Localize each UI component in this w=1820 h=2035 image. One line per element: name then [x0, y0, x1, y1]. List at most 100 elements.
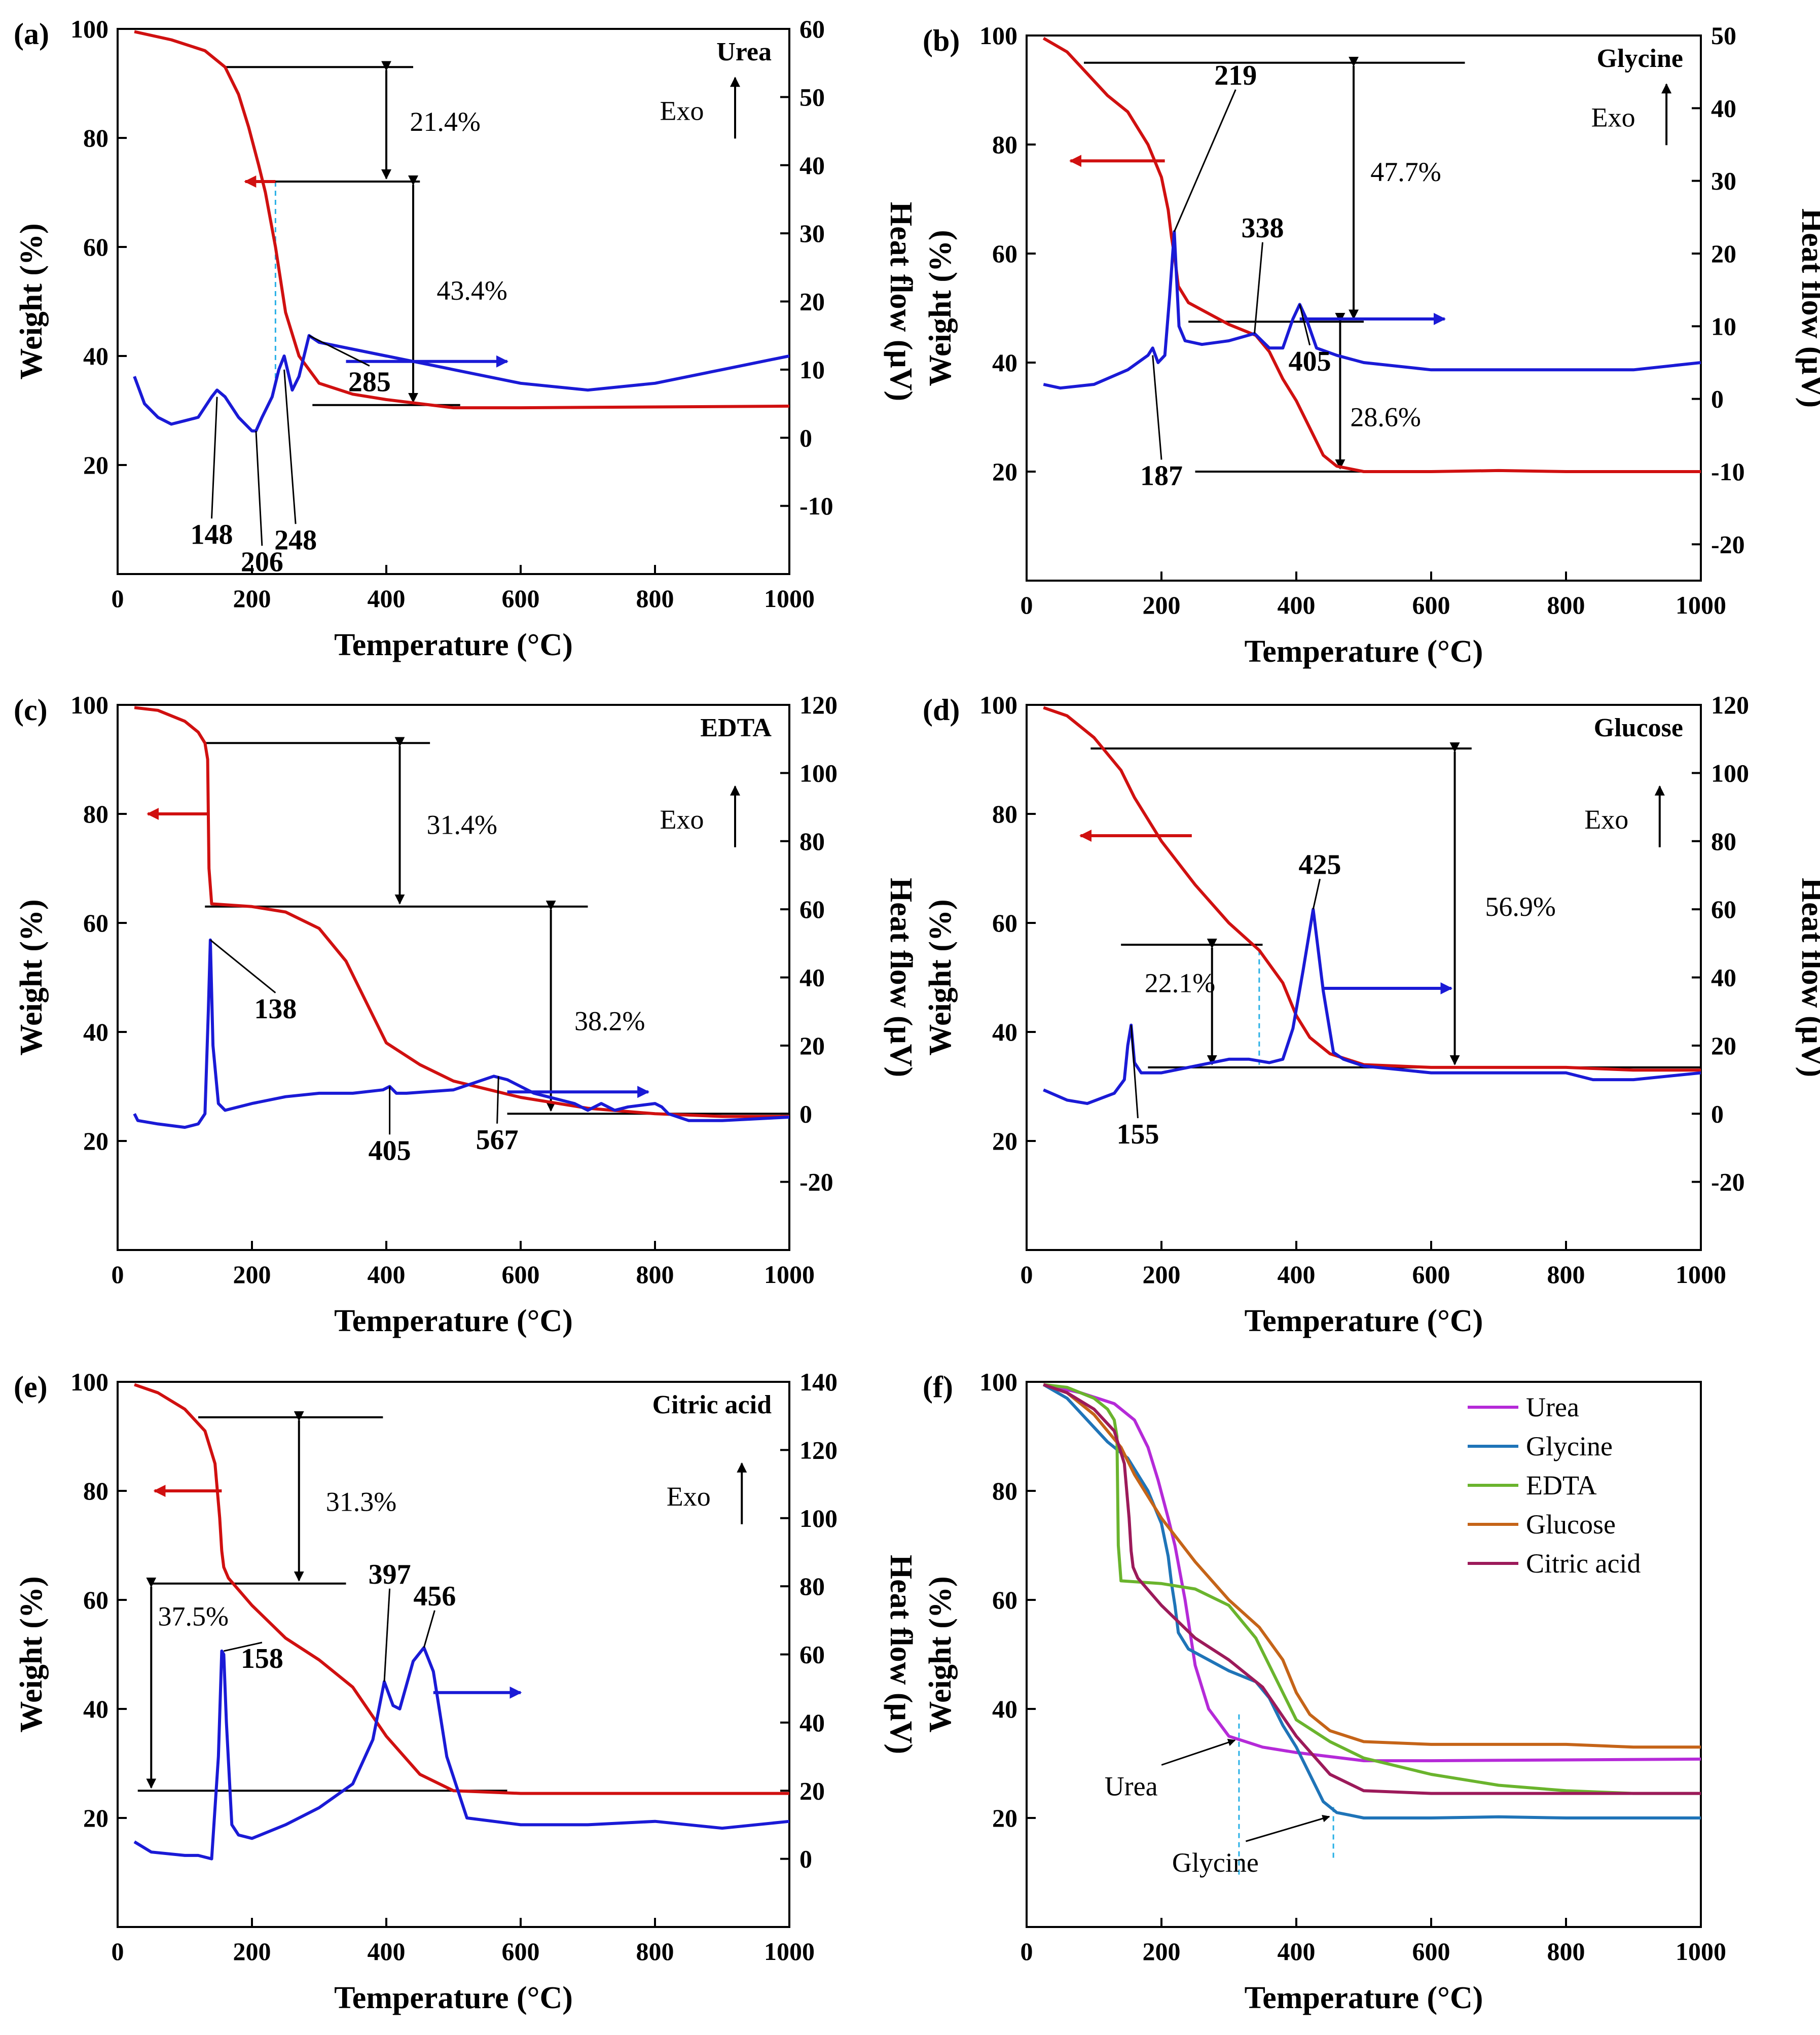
y2-tick-label: 100: [1711, 759, 1749, 787]
y2-tick-label: 60: [799, 15, 825, 43]
y-tick-label: 80: [83, 124, 108, 152]
tg-curve: [134, 30, 790, 410]
peak-label: 158: [241, 1643, 283, 1674]
y2-tick-label: 0: [1711, 385, 1724, 413]
x-tick-label: 400: [368, 584, 406, 613]
y2-tick-label: 80: [799, 1572, 825, 1600]
step-label: 38.2%: [574, 1006, 645, 1037]
x-tick-label: 800: [1547, 1937, 1585, 1966]
peak-leader: [383, 1588, 391, 1682]
y2-tick-label: 10: [1711, 312, 1736, 340]
step-label: 21.4%: [410, 106, 480, 137]
y2-tick-label: 20: [799, 288, 825, 316]
y2-tick-label: 120: [1711, 691, 1749, 719]
x-tick-label: 600: [1412, 1260, 1450, 1289]
annotation-label: Glycine: [1172, 1847, 1259, 1878]
peak-leader: [1254, 242, 1263, 334]
y-tick-label: 100: [70, 15, 108, 43]
y2-tick-label: 140: [799, 1368, 838, 1396]
peak-leader: [308, 335, 370, 367]
y-tick-label: 80: [83, 800, 108, 828]
y2-tick-label: 80: [1711, 827, 1736, 855]
x-axis-title: Temperature (°C): [1245, 1981, 1483, 2015]
x-tick-label: 1000: [1676, 1260, 1726, 1289]
x-tick-label: 400: [368, 1937, 406, 1966]
x-tick-label: 1000: [1676, 591, 1726, 619]
panel-c: 0 200 400 600 800 1000 20 40 60 80 100 -20 0 20 40 60 80…: [14, 691, 918, 1338]
panel-a: 0 200 400 600 800 1000 20 40 60 80 100 -10 0 10 20 30 40…: [14, 15, 918, 662]
y2-tick-label: -20: [799, 1168, 833, 1196]
y-tick-label: 20: [83, 1127, 108, 1155]
peak-label: 138: [254, 993, 297, 1025]
sample-name: Urea: [716, 38, 772, 66]
series-line-urea: [1043, 1383, 1701, 1763]
x-axis-title: Temperature (°C): [334, 628, 573, 662]
peak-leader: [255, 431, 263, 546]
peak-leader: [209, 939, 276, 993]
x-tick-label: 400: [368, 1260, 406, 1289]
exo-label: Exo: [1584, 804, 1628, 835]
y2-axis-title: Heat flow (μV): [884, 1555, 918, 1754]
y2-tick-label: -20: [1711, 530, 1745, 558]
annotation-arrow: [1245, 1814, 1330, 1842]
x-tick-label: 600: [1412, 591, 1450, 619]
x-tick-label: 0: [112, 1937, 124, 1966]
y-tick-label: 40: [992, 1018, 1017, 1046]
y-tick-label: 60: [83, 1586, 108, 1614]
step-label: 31.3%: [326, 1487, 396, 1517]
x-tick-label: 600: [502, 1937, 540, 1966]
y-axis-title: Weight (%): [14, 223, 49, 379]
annotation-label: Urea: [1105, 1771, 1158, 1802]
x-tick-label: 600: [1412, 1937, 1450, 1966]
y2-tick-label: 0: [799, 1099, 812, 1128]
series-line-glucose: [1043, 1383, 1701, 1749]
x-tick-label: 200: [233, 1937, 271, 1966]
peak-leader: [1152, 355, 1162, 460]
peak-leader: [1312, 878, 1321, 910]
peak-leader: [283, 369, 297, 524]
x-tick-label: 0: [112, 1260, 124, 1289]
sample-name: Citric acid: [652, 1390, 772, 1419]
y2-tick-label: 40: [799, 1708, 825, 1737]
peak-label: 456: [413, 1581, 456, 1612]
tg-curve: [134, 706, 789, 1118]
peak-label: 219: [1214, 60, 1257, 91]
x-tick-label: 200: [1143, 1937, 1181, 1966]
x-axis-title: Temperature (°C): [1245, 1304, 1483, 1338]
y2-tick-label: 60: [799, 895, 825, 923]
plot-frame: [1026, 34, 1702, 582]
step-label: 37.5%: [158, 1601, 229, 1631]
x-tick-label: 800: [1547, 1260, 1585, 1289]
dta-curve: [133, 938, 790, 1129]
y-tick-label: 20: [83, 1804, 108, 1832]
y2-tick-label: -10: [799, 492, 833, 520]
y2-tick-label: 120: [799, 691, 838, 719]
y2-tick-label: 60: [799, 1640, 825, 1669]
y2-tick-label: 50: [1711, 21, 1736, 50]
y-tick-label: 20: [83, 451, 108, 479]
legend-label: Urea: [1526, 1392, 1579, 1422]
tg-curve: [1043, 706, 1701, 1072]
dta-curve: [133, 334, 790, 433]
y-tick-label: 100: [979, 1368, 1017, 1396]
y-tick-label: 100: [979, 21, 1017, 50]
peak-label: 248: [274, 524, 317, 556]
x-tick-label: 200: [233, 584, 271, 613]
step-label: 43.4%: [436, 275, 507, 306]
x-tick-label: 0: [1021, 1937, 1033, 1966]
y2-tick-label: 80: [799, 827, 825, 855]
y2-tick-label: -10: [1711, 457, 1745, 486]
peak-label: 155: [1116, 1119, 1159, 1150]
legend-label: Glucose: [1526, 1509, 1616, 1540]
dta-curve: [1043, 908, 1701, 1105]
y-tick-label: 40: [992, 1695, 1017, 1723]
y-tick-label: 60: [83, 233, 108, 261]
peak-label: 405: [369, 1135, 411, 1166]
exo-label: Exo: [660, 95, 704, 126]
x-tick-label: 600: [502, 1260, 540, 1289]
x-tick-label: 1000: [764, 1260, 815, 1289]
annotation-arrow: [1161, 1738, 1236, 1766]
peak-label: 405: [1289, 346, 1331, 377]
panel-label: (e): [14, 1370, 48, 1404]
